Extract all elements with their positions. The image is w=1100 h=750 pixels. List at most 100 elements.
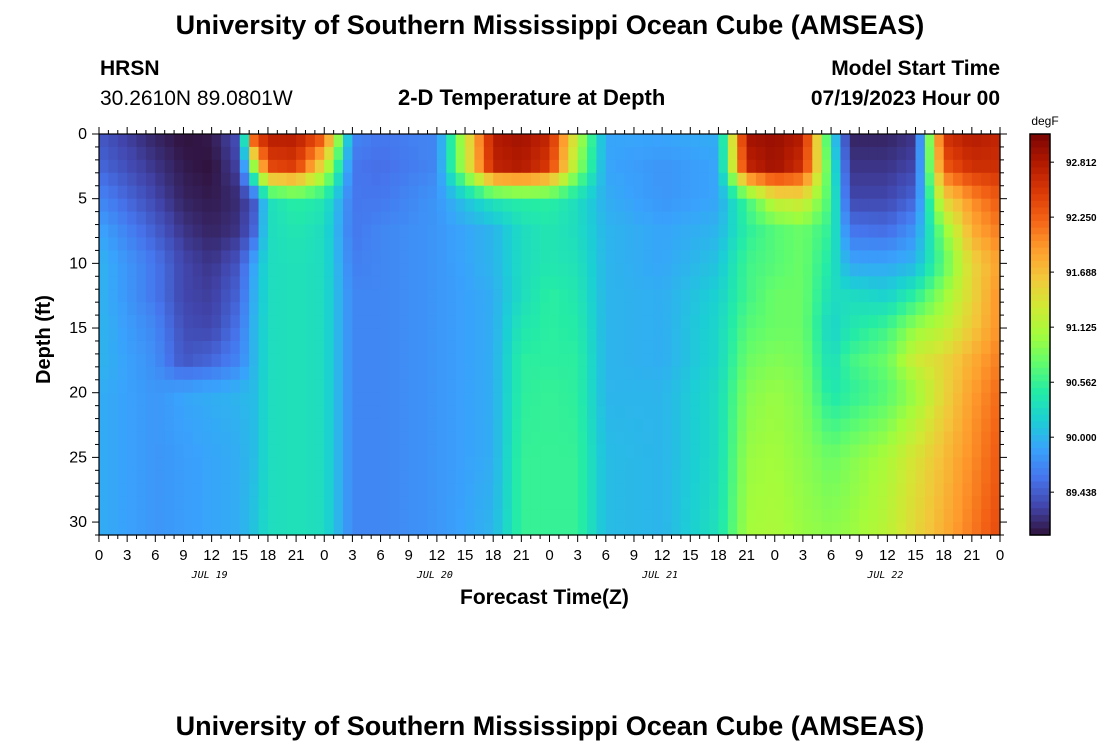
heatmap-cell <box>699 509 710 523</box>
heatmap-cell <box>211 457 222 471</box>
heatmap-cell <box>211 379 222 394</box>
heatmap-cell <box>474 470 485 484</box>
heatmap-cell <box>821 185 832 200</box>
heatmap-cell <box>558 211 569 226</box>
heatmap-cell <box>530 496 541 510</box>
heatmap-cell <box>286 276 297 290</box>
heatmap-cell <box>812 315 823 329</box>
heatmap-cell <box>896 509 907 523</box>
heatmap-cell <box>418 483 429 497</box>
heatmap-cell <box>727 483 738 497</box>
heatmap-cell <box>164 483 175 497</box>
heatmap-cell <box>605 340 616 355</box>
heatmap-cell <box>540 263 551 277</box>
heatmap-cell <box>211 405 222 420</box>
heatmap-cell <box>915 353 926 368</box>
heatmap-cell <box>962 444 973 458</box>
heatmap-cell <box>633 405 644 420</box>
heatmap-cell <box>99 418 109 433</box>
heatmap-cell <box>812 340 823 355</box>
x-tick-label: 18 <box>710 547 727 564</box>
heatmap-cell <box>324 159 335 174</box>
heatmap-cell <box>943 457 954 471</box>
heatmap-cell <box>305 496 316 510</box>
colorbar-cell <box>1030 387 1050 396</box>
heatmap-cell <box>643 496 654 510</box>
heatmap-cell <box>924 405 935 420</box>
heatmap-cell <box>596 172 607 187</box>
heatmap-cell <box>305 263 316 277</box>
heatmap-cell <box>155 405 166 420</box>
heatmap-cell <box>145 172 156 187</box>
heatmap-cell <box>605 172 616 187</box>
heatmap-cell <box>483 224 494 239</box>
heatmap-cell <box>286 366 297 381</box>
heatmap-cell <box>258 418 269 433</box>
heatmap-cell <box>605 470 616 484</box>
heatmap-cell <box>746 392 757 407</box>
heatmap-cell <box>624 211 635 226</box>
heatmap-cell <box>343 185 354 200</box>
heatmap-cell <box>192 185 203 200</box>
heatmap-cell <box>765 522 776 536</box>
heatmap-cell <box>249 353 260 368</box>
heatmap-cell <box>399 159 410 174</box>
heatmap-cell <box>671 340 682 355</box>
heatmap-cell <box>906 366 917 381</box>
heatmap-cell <box>812 237 823 252</box>
heatmap-cell <box>408 483 419 497</box>
heatmap-cell <box>493 522 504 536</box>
heatmap-cell <box>136 185 147 200</box>
heatmap-cell <box>493 146 504 161</box>
heatmap-cell <box>418 379 429 394</box>
heatmap-cell <box>727 379 738 394</box>
heatmap-cell <box>465 392 476 407</box>
heatmap-cell <box>849 250 860 264</box>
x-tick-label: 0 <box>771 547 779 564</box>
heatmap-cell <box>943 444 954 458</box>
heatmap-cell <box>549 211 560 226</box>
heatmap-cell <box>267 224 278 239</box>
heatmap-cell <box>483 250 494 264</box>
heatmap-cell <box>831 211 842 226</box>
heatmap-cell <box>399 392 410 407</box>
heatmap-cell <box>755 159 766 174</box>
heatmap-cell <box>465 224 476 239</box>
heatmap-cell <box>549 457 560 471</box>
heatmap-cell <box>549 224 560 239</box>
heatmap-cell <box>511 289 522 303</box>
heatmap-cell <box>136 250 147 264</box>
heatmap-cell <box>277 522 288 536</box>
x-tick-label: 9 <box>855 547 863 564</box>
heatmap-cell <box>127 134 138 148</box>
heatmap-cell <box>333 405 344 420</box>
heatmap-cell <box>418 263 429 277</box>
heatmap-cell <box>530 328 541 342</box>
heatmap-cell <box>267 418 278 433</box>
heatmap-cell <box>605 276 616 290</box>
colorbar-cell <box>1030 160 1050 169</box>
heatmap-cell <box>633 340 644 355</box>
heatmap-cell <box>596 211 607 226</box>
heatmap-cell <box>718 237 729 252</box>
heatmap-cell <box>530 340 541 355</box>
heatmap-cell <box>305 172 316 187</box>
x-tick-label: 6 <box>151 547 159 564</box>
heatmap-cell <box>924 379 935 394</box>
heatmap-cell <box>296 392 307 407</box>
heatmap-cell <box>906 392 917 407</box>
heatmap-cell <box>709 431 720 446</box>
heatmap-cell <box>558 366 569 381</box>
heatmap-cell <box>765 509 776 523</box>
heatmap-cell <box>849 237 860 252</box>
heatmap-cell <box>793 340 804 355</box>
heatmap-cell <box>596 198 607 213</box>
heatmap-cell <box>990 198 1001 213</box>
heatmap-cells <box>99 134 1001 536</box>
heatmap-cell <box>211 483 222 497</box>
heatmap-cell <box>727 418 738 433</box>
heatmap-cell <box>455 379 466 394</box>
heatmap-cell <box>812 134 823 148</box>
heatmap-cell <box>286 405 297 420</box>
heatmap-cell <box>221 457 231 471</box>
